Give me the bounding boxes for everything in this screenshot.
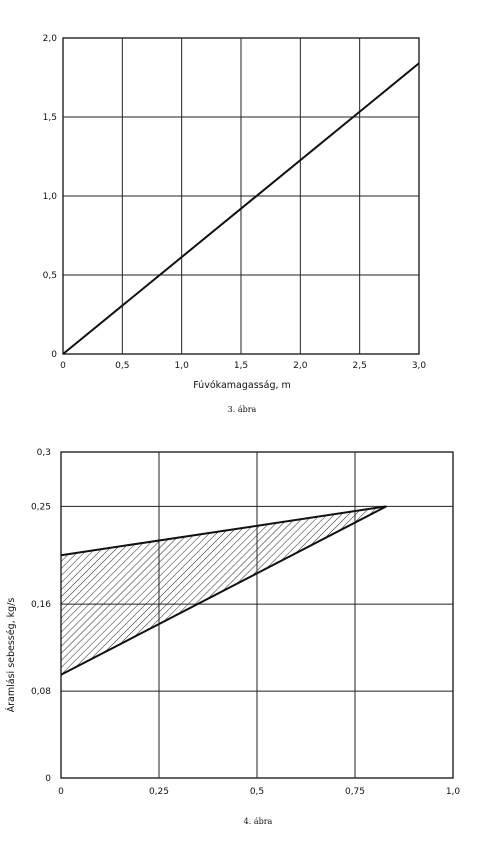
chart-3-xlabel: Fúvókamagasság, m <box>193 380 291 391</box>
chart-3-x-tick: 2,0 <box>293 361 308 371</box>
chart-4: 0 0,25 0,5 0,75 1,0 0 0,08 0,16 0,25 0,3 Áramlási… <box>5 448 460 826</box>
chart-3-x-tick: 1,0 <box>175 361 190 371</box>
chart-4-y-tick: 0,25 <box>31 502 51 512</box>
chart-3-x-tick: 0,5 <box>115 361 129 371</box>
chart-4-x-tick: 0,5 <box>250 787 264 797</box>
chart-4-y-tick: 0,3 <box>37 448 51 458</box>
chart-3-y-tick: 2,0 <box>43 34 58 44</box>
chart-3-y-tick: 1,0 <box>43 192 58 202</box>
chart-3-caption: 3. ábra <box>228 405 257 414</box>
chart-4-x-tick: 0 <box>58 787 64 797</box>
chart-4-x-tick: 1,0 <box>446 787 461 797</box>
chart-3-y-tick: 0 <box>51 350 57 360</box>
chart-3-y-tick: 0,5 <box>43 271 57 281</box>
chart-3-y-tick: 1,5 <box>43 113 57 123</box>
chart-4-line <box>60 505 387 557</box>
chart-4-y-tick: 0,08 <box>31 687 51 697</box>
chart-3-grid <box>62 37 420 355</box>
chart-4-series <box>60 505 387 676</box>
chart-3-x-tick: 3,0 <box>412 361 427 371</box>
chart-4-y-tick: 0 <box>45 774 51 784</box>
chart-3-series <box>62 62 420 355</box>
chart-3: 0 0,5 1,0 1,5 2,0 2,5 3,0 0 0,5 1,0 1,5 2,0 Fúvókam… <box>43 34 427 414</box>
chart-3-tick-labels: 0 0,5 1,0 1,5 2,0 2,5 3,0 0 0,5 1,0 1,5 2,0 <box>43 34 427 371</box>
chart-3-x-tick: 1,5 <box>234 361 248 371</box>
chart-4-tick-labels: 0 0,25 0,5 0,75 1,0 0 0,08 0,16 0,25 0,3 <box>31 448 460 797</box>
chart-4-caption: 4. ábra <box>244 817 273 826</box>
chart-3-x-tick: 2,5 <box>353 361 367 371</box>
chart-4-x-tick: 0,25 <box>149 787 169 797</box>
chart-4-line <box>60 505 387 676</box>
chart-4-x-tick: 0,75 <box>345 787 365 797</box>
chart-4-y-tick: 0,16 <box>31 600 51 610</box>
chart-3-line <box>62 62 420 355</box>
chart-3-x-tick: 0 <box>60 361 66 371</box>
chart-4-ylabel: Áramlási sebesség, kg/s <box>5 598 17 713</box>
chart-4-grid <box>60 451 454 779</box>
